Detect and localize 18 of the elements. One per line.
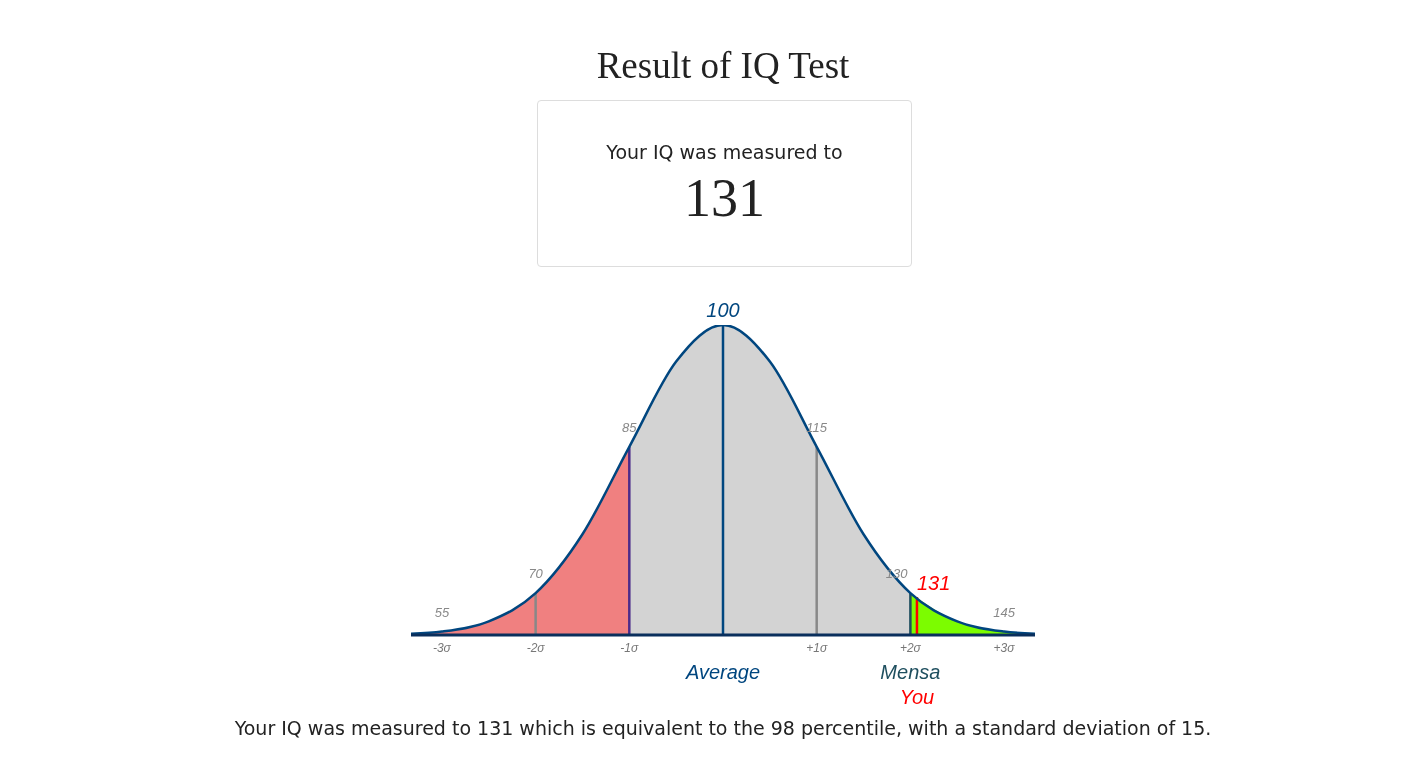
x-tick-label: -2σ	[526, 640, 546, 655]
annotation: 145	[993, 604, 1016, 620]
x-tick-label: -3σ	[432, 640, 452, 655]
ref-line-label: You	[899, 686, 935, 708]
chart-title: Result of IQ Test	[595, 45, 851, 86]
ref-line-label: Average	[684, 661, 761, 683]
annotation: 131	[916, 572, 951, 595]
result-card: Your IQ was measured to 131	[537, 100, 912, 267]
x-tick-label: -1σ	[620, 640, 640, 655]
annotation: 85	[622, 419, 638, 435]
annotation: 100	[706, 299, 740, 321]
ref-line-label: Mensa	[880, 661, 941, 683]
x-tick-label: +2σ	[899, 640, 922, 655]
text: Your IQ was measured to 131 which is equivalent to the 98 percentile, with a standard deviation of 15.	[233, 717, 1213, 739]
x-tick-label: +1σ	[806, 640, 828, 655]
annotation: 70	[528, 566, 544, 582]
x-tick-label: +3σ	[993, 640, 1016, 655]
annotation: 55	[434, 604, 450, 620]
